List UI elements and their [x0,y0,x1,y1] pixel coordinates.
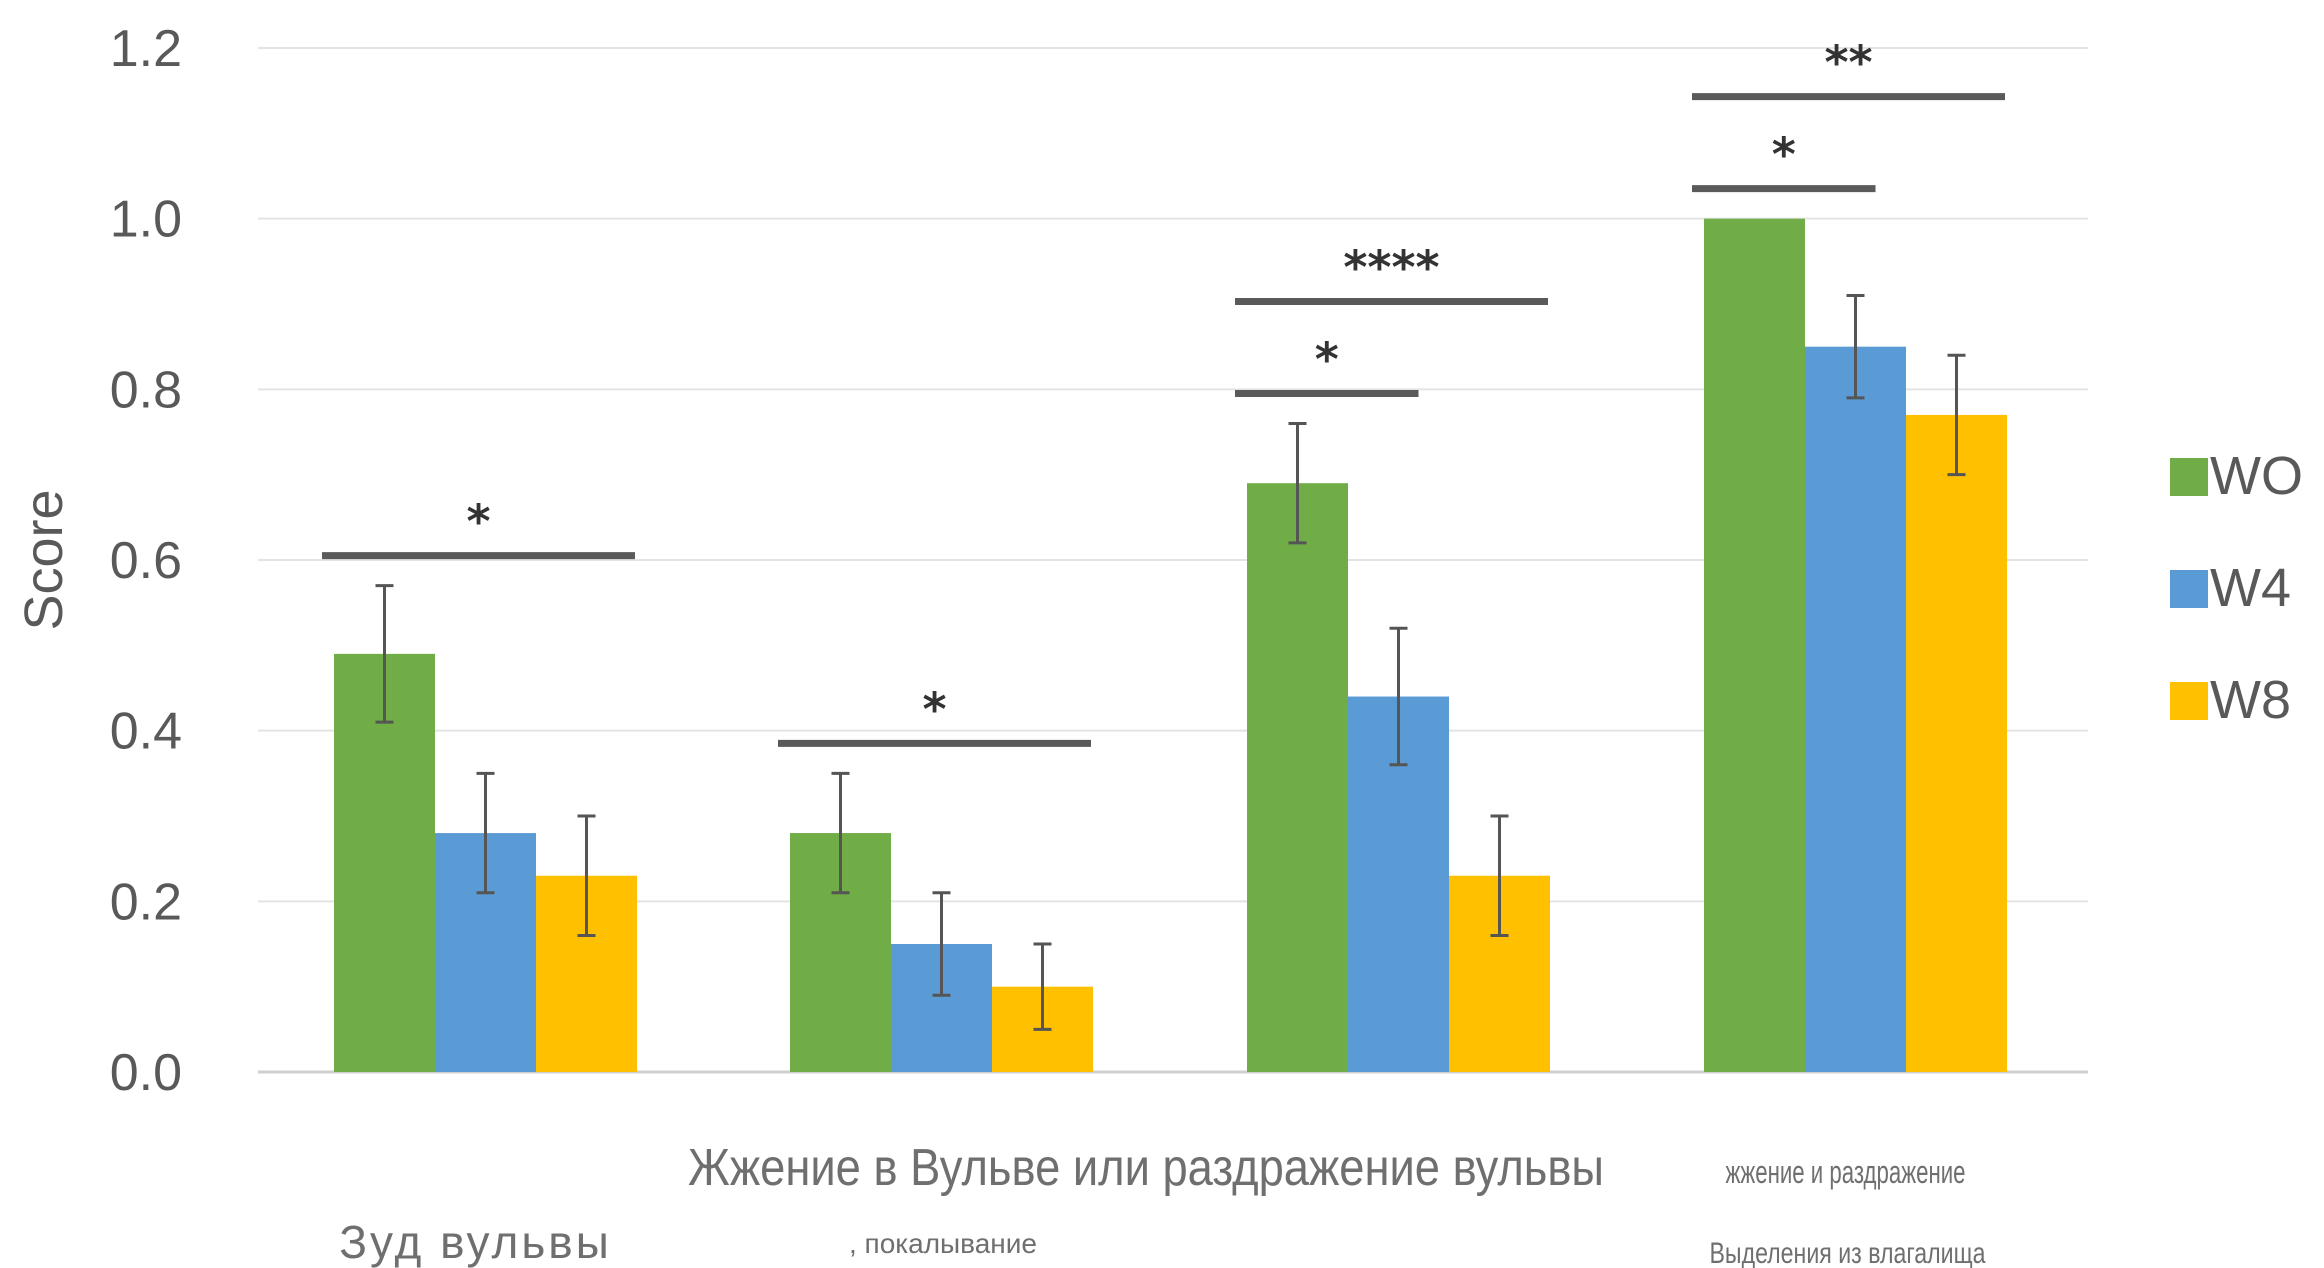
category-sublabel: жжение и раздражение [1726,1154,1966,1190]
significance-stars: * [466,495,490,549]
significance-brackets: ********** [322,36,2005,747]
y-axis-label: Score [14,489,74,630]
y-tick-label: 1.2 [110,20,182,78]
legend: WO W4 W8 [2170,446,2303,730]
bar [1906,414,2007,1072]
legend-label: WO [2210,446,2303,506]
bar [1805,346,1906,1073]
legend-label: W4 [2210,558,2291,618]
legend-swatch [2170,570,2208,608]
legend-label: W8 [2210,670,2291,730]
category-sublabel: , покалывание [849,1228,1037,1259]
significance-stars: * [1315,332,1339,386]
category-label: Зуд вульвы [339,1216,612,1268]
y-tick-label: 0.8 [110,361,182,419]
category-label: Жжение в Вульве или раздражение вульвы [688,1139,1604,1197]
y-tick-label: 0.4 [110,703,182,761]
bar [1247,483,1348,1072]
significance-stars: * [922,682,946,736]
y-tick-label: 0.6 [110,532,182,590]
bar [1704,218,1805,1072]
legend-swatch [2170,458,2208,496]
legend-swatch [2170,682,2208,720]
significance-stars: **** [1343,240,1439,294]
significance-stars: ** [1824,36,1872,90]
y-tick-label: 0.2 [110,873,182,931]
y-tick-label: 1.0 [110,191,182,249]
category-labels: Зуд вульвы Жжение в Вульве или раздражени… [339,1139,1986,1268]
error-bars [375,293,1966,1031]
bars [334,218,2007,1073]
category-label: Выделения из влагалища [1710,1237,1986,1268]
y-tick-label: 0.0 [110,1044,182,1102]
significance-stars: * [1772,128,1796,182]
y-axis-ticks: 0.0 0.2 0.4 0.6 0.8 1.0 1.2 [110,20,182,1102]
